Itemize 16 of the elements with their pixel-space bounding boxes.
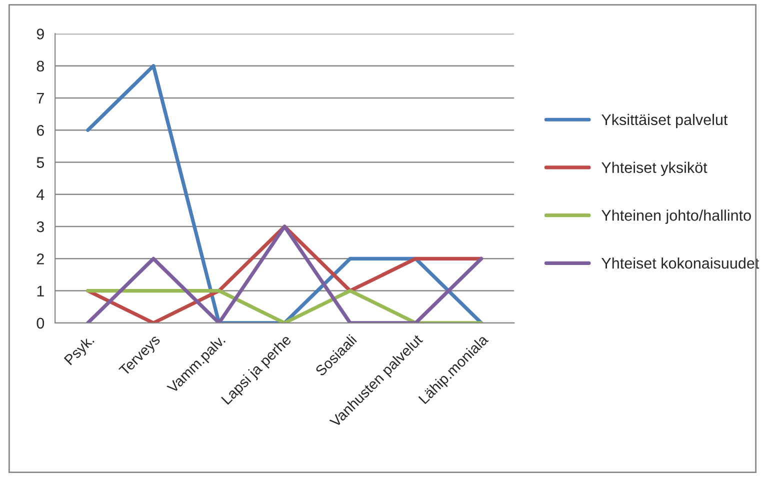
legend-label: Yksittäiset palvelut <box>602 114 728 128</box>
line-series <box>86 64 484 323</box>
y-tick-label: 6 <box>36 125 44 136</box>
legend-label: Yhteiset yksiköt <box>602 162 708 176</box>
y-tick-label: 5 <box>36 157 44 168</box>
y-tick-label: 2 <box>36 254 44 264</box>
line-series <box>86 224 484 323</box>
y-tick-label: 0 <box>36 318 44 329</box>
y-tick-label: 9 <box>36 28 44 40</box>
y-tick-label: 8 <box>36 60 44 72</box>
legend-label: Yhteiset kokonaisuudet <box>602 257 760 269</box>
y-tick-label: 3 <box>36 221 44 232</box>
legend-label: Yhteinen johto/hallinto <box>602 210 751 224</box>
y-tick-label: 7 <box>36 93 44 104</box>
y-tick-label: 1 <box>37 286 44 296</box>
y-tick-label: 4 <box>36 189 44 200</box>
